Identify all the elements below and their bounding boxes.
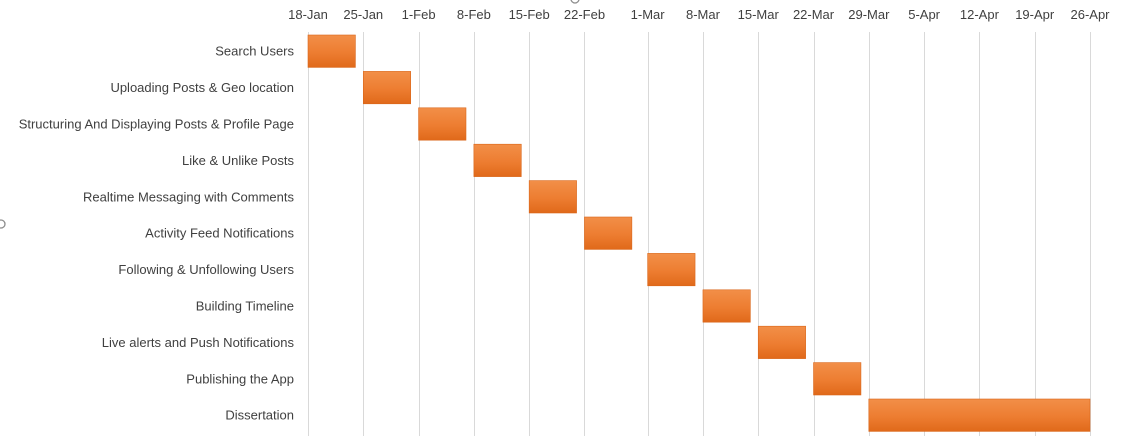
x-tick-label: 22-Feb: [564, 7, 605, 22]
task-bar[interactable]: [702, 289, 751, 323]
task-label: Realtime Messaging with Comments: [83, 189, 294, 204]
task-bars: [307, 34, 1091, 432]
x-tick-label: 12-Apr: [960, 7, 1000, 22]
task-label: Uploading Posts & Geo location: [110, 80, 294, 95]
x-tick-label: 15-Feb: [509, 7, 550, 22]
task-label: Building Timeline: [196, 299, 294, 314]
x-tick-label: 19-Apr: [1015, 7, 1055, 22]
task-bar[interactable]: [757, 325, 806, 359]
x-tick-label: 22-Mar: [793, 7, 835, 22]
task-bar[interactable]: [647, 253, 696, 287]
gridlines: [308, 32, 1091, 436]
x-tick-label: 8-Feb: [457, 7, 491, 22]
task-bar[interactable]: [584, 216, 633, 250]
task-labels: Search Users Uploading Posts & Geo locati…: [19, 44, 295, 423]
task-bar[interactable]: [528, 180, 577, 214]
task-label: Structuring And Displaying Posts & Profi…: [19, 117, 294, 132]
x-tick-label: 29-Mar: [848, 7, 890, 22]
task-bar[interactable]: [362, 71, 411, 105]
x-tick-label: 25-Jan: [343, 7, 383, 22]
x-tick-label: 26-Apr: [1070, 7, 1110, 22]
x-tick-label: 5-Apr: [908, 7, 940, 22]
task-bar[interactable]: [868, 398, 1091, 432]
task-bar[interactable]: [473, 143, 522, 177]
task-bar[interactable]: [418, 107, 467, 141]
x-tick-label: 8-Mar: [686, 7, 721, 22]
task-bar[interactable]: [813, 362, 862, 396]
task-label: Search Users: [215, 44, 294, 59]
task-bar[interactable]: [307, 34, 356, 68]
x-tick-label: 18-Jan: [288, 7, 328, 22]
left-edge-handle[interactable]: [0, 219, 6, 229]
x-tick-label: 1-Feb: [402, 7, 436, 22]
task-label: Live alerts and Push Notifications: [102, 335, 295, 350]
task-label: Dissertation: [225, 408, 294, 423]
task-label: Following & Unfollowing Users: [118, 262, 294, 277]
top-edge-handle[interactable]: [570, 0, 580, 4]
task-label: Activity Feed Notifications: [145, 226, 294, 241]
task-label: Publishing the App: [186, 371, 294, 386]
selection-handles: [0, 0, 580, 229]
x-tick-label: 1-Mar: [631, 7, 666, 22]
task-label: Like & Unlike Posts: [182, 153, 294, 168]
x-axis-ticks: 18-Jan 25-Jan 1-Feb 8-Feb 15-Feb 22-Feb 1-Mar 8…: [288, 7, 1110, 22]
x-tick-label: 15-Mar: [738, 7, 780, 22]
